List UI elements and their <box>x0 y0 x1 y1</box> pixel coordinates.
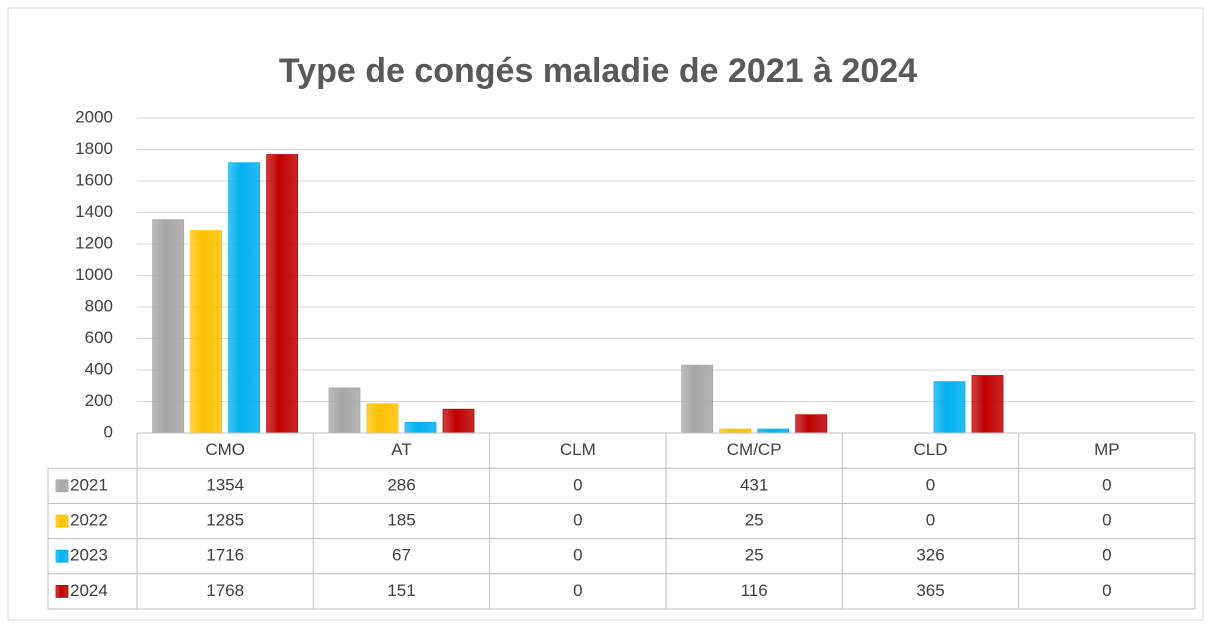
bar <box>366 403 399 434</box>
legend-label: 2021 <box>70 475 108 494</box>
table-value: 431 <box>740 475 768 494</box>
x-tick-label: CLD <box>913 440 947 459</box>
table-value: 326 <box>916 546 944 565</box>
bar <box>681 364 714 434</box>
table-value: 0 <box>573 510 582 529</box>
y-tick-label: 1600 <box>75 170 113 189</box>
bar <box>266 154 299 434</box>
table-value: 1285 <box>206 510 244 529</box>
table-value: 0 <box>1102 546 1111 565</box>
table-value: 0 <box>1102 510 1111 529</box>
y-tick-label: 600 <box>85 328 113 347</box>
table-value: 0 <box>573 581 582 600</box>
bar <box>228 162 261 434</box>
legend-label: 2022 <box>70 510 108 529</box>
y-tick-label: 400 <box>85 359 113 378</box>
bar <box>719 428 752 434</box>
table-value: 365 <box>916 581 944 600</box>
legend-label: 2024 <box>70 581 108 600</box>
y-tick-label: 200 <box>85 391 113 410</box>
table-value: 25 <box>745 546 764 565</box>
bar <box>152 219 185 434</box>
y-tick-label: 1800 <box>75 139 113 158</box>
legend-key <box>55 585 69 598</box>
chart-frame <box>7 7 1204 621</box>
legend-label: 2023 <box>70 546 108 565</box>
legend-key <box>55 479 69 493</box>
x-tick-label: CLM <box>560 440 596 459</box>
bar <box>404 422 437 434</box>
table-value: 0 <box>573 475 582 494</box>
bar <box>442 408 475 434</box>
table-value: 0 <box>926 475 935 494</box>
y-tick-label: 1000 <box>75 265 113 284</box>
bar <box>795 414 828 434</box>
x-tick-label: AT <box>391 440 411 459</box>
table-value: 1768 <box>206 581 244 600</box>
x-tick-label: CM/CP <box>727 440 782 459</box>
legend-key <box>55 549 69 563</box>
y-tick-label: 1400 <box>75 202 113 221</box>
x-tick-label: CMO <box>205 440 245 459</box>
bar <box>971 375 1004 434</box>
table-value: 116 <box>741 581 768 600</box>
table-value: 0 <box>926 510 935 529</box>
y-tick-label: 2000 <box>75 107 113 126</box>
table-value: 0 <box>1102 581 1111 600</box>
y-tick-label: 0 <box>104 422 113 441</box>
bar <box>328 387 361 434</box>
table-value: 25 <box>745 510 764 529</box>
table-value: 151 <box>387 581 415 600</box>
table-value: 185 <box>387 510 415 529</box>
table-value: 0 <box>1102 475 1111 494</box>
table-value: 1354 <box>206 475 244 494</box>
bar <box>933 381 966 434</box>
chart-title: Type de congés maladie de 2021 à 2024 <box>279 52 917 90</box>
y-tick-label: 1200 <box>75 233 113 252</box>
table-value: 286 <box>387 475 415 494</box>
legend-key <box>55 514 69 528</box>
bar <box>190 230 223 434</box>
table-value: 1716 <box>206 546 244 565</box>
table-value: 0 <box>573 546 582 565</box>
y-tick-label: 800 <box>85 296 113 315</box>
table-value: 67 <box>392 546 411 565</box>
x-tick-label: MP <box>1094 440 1120 459</box>
bar <box>757 428 790 434</box>
